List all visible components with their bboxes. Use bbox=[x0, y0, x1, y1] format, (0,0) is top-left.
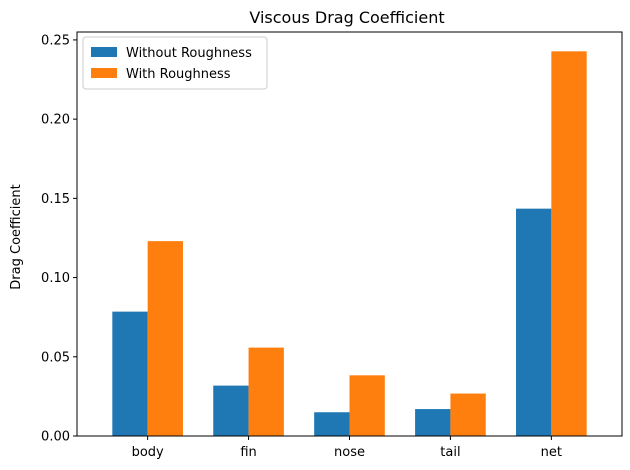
bar-nose-series-2 bbox=[349, 375, 385, 436]
y-tick-label: 0.25 bbox=[41, 33, 70, 48]
legend-swatch bbox=[91, 68, 117, 78]
legend-box bbox=[82, 36, 268, 90]
bar-fin-series-1 bbox=[213, 385, 249, 436]
y-tick-label: 0.05 bbox=[41, 350, 70, 365]
bar-body-series-1 bbox=[112, 311, 148, 436]
y-axis-label: Drag Coefficient bbox=[9, 184, 24, 289]
bar-nose-series-1 bbox=[314, 412, 350, 436]
bar-net-series-1 bbox=[516, 208, 552, 436]
y-tick-label: 0.00 bbox=[41, 430, 70, 445]
y-tick-label: 0.10 bbox=[41, 271, 70, 286]
x-tick-label: tail bbox=[440, 445, 460, 460]
legend-label: Without Roughness bbox=[126, 46, 252, 61]
x-tick-label: nose bbox=[334, 445, 365, 460]
x-tick-label: fin bbox=[240, 445, 256, 460]
legend: Without Roughness With Roughness bbox=[82, 36, 268, 90]
legend-swatch bbox=[91, 47, 117, 57]
x-tick-label: net bbox=[541, 445, 562, 460]
x-tick-label: body bbox=[132, 445, 164, 460]
bar-tail-series-2 bbox=[450, 393, 486, 436]
bar-net-series-2 bbox=[551, 51, 587, 436]
y-tick-label: 0.20 bbox=[41, 113, 70, 128]
y-tick-label: 0.15 bbox=[41, 192, 70, 207]
plot-area: 0.00 0.05 0.10 0.15 0.20 0.25 body fin nose tail n… bbox=[41, 31, 623, 460]
bar-fin-series-2 bbox=[248, 347, 284, 436]
chart-title: Viscous Drag Coefficient bbox=[249, 8, 444, 27]
bar-tail-series-1 bbox=[415, 409, 451, 436]
legend-label: With Roughness bbox=[126, 67, 231, 82]
bar-body-series-2 bbox=[147, 241, 183, 436]
